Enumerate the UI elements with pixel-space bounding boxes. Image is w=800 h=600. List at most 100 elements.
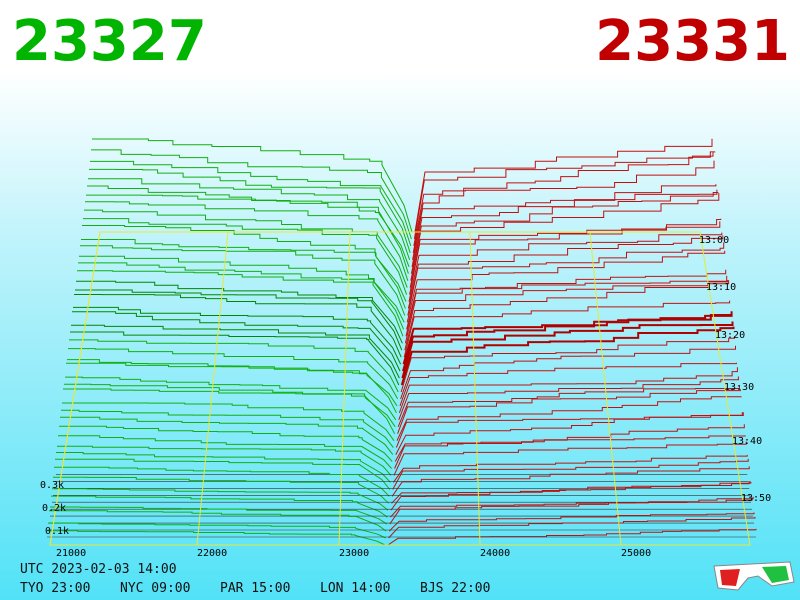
depth-line <box>400 336 735 393</box>
price-label: 22000 <box>197 548 227 559</box>
depth-line <box>410 193 720 281</box>
price-axis: 21000 22000 23000 24000 25000 <box>56 548 651 559</box>
depth-line <box>73 306 402 365</box>
3d-glasses-button[interactable] <box>713 561 795 591</box>
clock: NYC 09:00 <box>120 581 190 596</box>
depth-line <box>395 412 743 448</box>
depth-line <box>57 445 392 476</box>
depth-line <box>396 396 742 441</box>
depth-line <box>390 482 752 511</box>
grid-line <box>196 231 229 546</box>
depth-line <box>393 441 747 476</box>
depth-line <box>80 245 406 316</box>
depth-line <box>397 389 741 434</box>
bid-price: 23327 <box>12 9 207 74</box>
depth-line <box>59 425 393 462</box>
utc-time: UTC 2023-02-03 14:00 <box>20 562 177 577</box>
clock: BJS 22:00 <box>420 581 490 596</box>
depth-axis: 0.3k 0.2k 0.1k <box>40 480 69 537</box>
depth-line <box>67 359 398 407</box>
depth-line <box>75 289 403 351</box>
depth-line <box>81 239 406 309</box>
depth-line <box>390 497 753 518</box>
price-label: 24000 <box>480 548 510 559</box>
depth-label: 0.3k <box>40 480 64 491</box>
depth-line <box>397 385 740 427</box>
grid-line <box>49 231 101 546</box>
depth-line <box>410 192 719 274</box>
glasses-green-lens <box>762 566 789 583</box>
depth-line <box>407 242 725 316</box>
depth-line <box>388 516 756 539</box>
depth-line <box>394 435 746 469</box>
time-label: 13:50 <box>741 493 771 504</box>
time-label: 13:10 <box>706 282 736 293</box>
depth-line <box>61 409 394 448</box>
depth-line <box>400 345 736 400</box>
depth-line <box>398 367 738 413</box>
depth-line <box>51 495 388 518</box>
grid-line <box>338 231 351 546</box>
depth-label: 0.1k <box>45 526 69 537</box>
depth-line <box>408 232 723 302</box>
depth-line <box>389 496 754 525</box>
depth-line <box>53 476 389 504</box>
floor-grid <box>49 231 751 546</box>
time-axis: 13:00 13:10 13:20 13:30 13:40 13:50 <box>699 235 771 504</box>
depth-line <box>402 313 732 365</box>
depth-line <box>405 275 728 337</box>
depth-line <box>406 250 726 323</box>
depth-line <box>414 138 713 233</box>
depth-line <box>79 255 405 323</box>
depth-line <box>92 138 413 233</box>
time-label: 13:00 <box>699 235 729 246</box>
depth-line <box>91 149 412 240</box>
depth-line <box>49 510 387 532</box>
depth-line <box>77 270 404 337</box>
depth-line <box>394 424 745 462</box>
clock: PAR 15:00 <box>220 581 290 596</box>
depth-line <box>72 311 401 372</box>
depth-line <box>411 189 718 267</box>
depth-line <box>388 512 755 532</box>
depth-line <box>391 466 750 497</box>
depth-line <box>90 160 412 247</box>
depth-line <box>71 324 400 379</box>
depth-line <box>83 218 408 295</box>
depth-line <box>50 506 388 525</box>
depth-line <box>70 331 400 386</box>
depth-line <box>76 280 403 344</box>
depth-line <box>412 184 717 260</box>
depth-label: 0.2k <box>42 503 66 514</box>
depth-line <box>62 402 395 441</box>
depth-line <box>85 201 409 281</box>
depth-line <box>78 262 405 330</box>
depth-line <box>398 376 739 420</box>
depth-line <box>47 530 386 546</box>
depth-line <box>69 339 399 393</box>
depth-line <box>403 300 731 358</box>
depth-surface <box>47 138 757 546</box>
world-clocks: TYO 23:00 NYC 09:00 PAR 15:00 LON 14:00 … <box>20 581 490 596</box>
grid-line <box>469 231 481 546</box>
depth-line <box>68 348 399 400</box>
depth-line <box>400 326 735 386</box>
depth-line <box>60 416 394 455</box>
depth-line <box>56 452 391 483</box>
price-label: 25000 <box>621 548 651 559</box>
depth-line <box>401 321 734 379</box>
depth-line <box>89 168 411 254</box>
time-label: 13:30 <box>724 382 754 393</box>
depth-line <box>74 294 402 358</box>
depth-line <box>52 488 389 511</box>
depth-line <box>399 362 737 407</box>
depth-line <box>392 454 748 483</box>
depth-line <box>66 362 397 414</box>
depth-line <box>63 388 396 434</box>
depth-line <box>391 481 751 504</box>
depth-line <box>395 412 744 455</box>
depth-line <box>412 151 716 253</box>
price-label: 23000 <box>339 548 369 559</box>
time-label: 13:40 <box>732 436 762 447</box>
